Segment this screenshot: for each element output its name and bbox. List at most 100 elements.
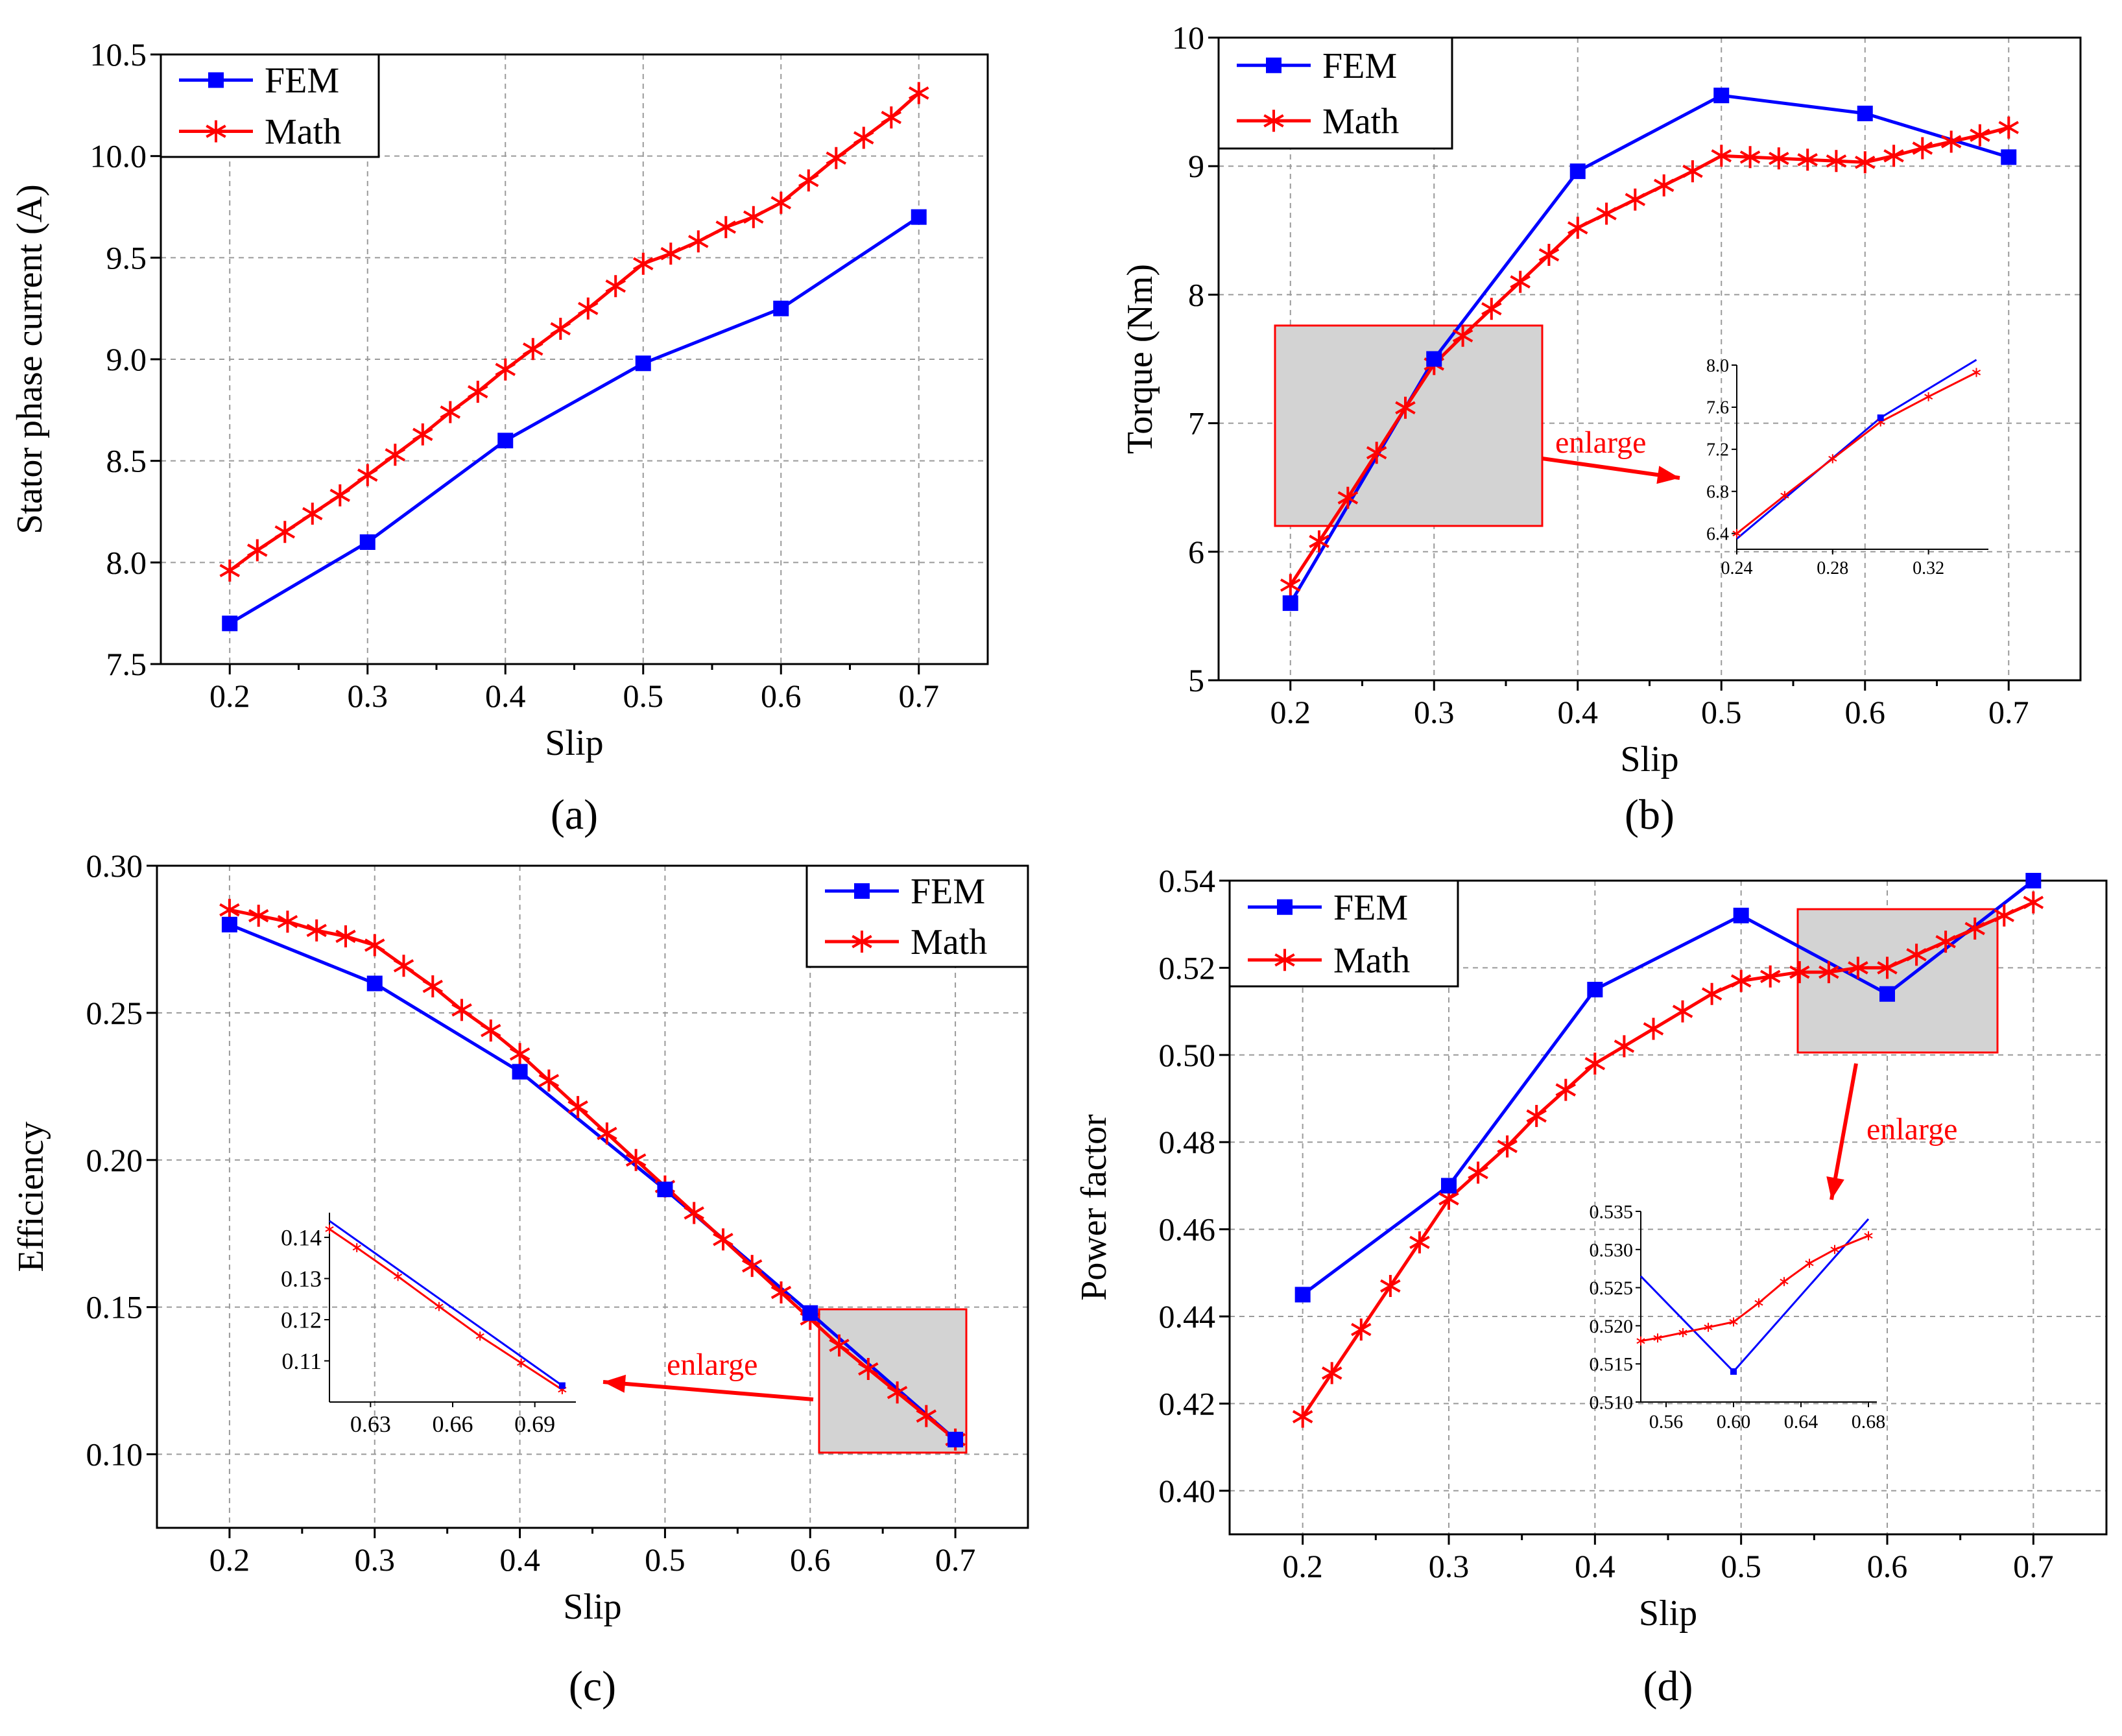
fem-point [911,209,927,225]
math-point [741,1255,763,1278]
y-tick-label: 9.5 [106,239,147,276]
enlarge-arrowhead [1826,1176,1844,1200]
math-point [306,919,327,942]
math-point [1625,188,1646,211]
y-tick-label: 10.5 [90,36,147,73]
math-point [1510,270,1531,293]
panel-label: (a) [551,791,598,838]
inset-y-tick-label: 7.2 [1706,440,1729,460]
x-tick-label: 0.3 [1414,694,1455,730]
math-point [422,975,444,997]
fem-point [802,1305,818,1321]
chart-a-stator-current: 0.2 0.3 0.4 0.5 0.6 0.7 7.5 8.0 8.5 9.0 9.5 10.0 10.… [10,36,989,838]
x-tick-label: 0.6 [761,678,802,714]
math-point [277,910,298,933]
x-tick-label: 0.2 [209,1541,250,1578]
math-point [357,464,378,486]
y-tick-label: 0.30 [86,848,143,884]
fem-point [1426,351,1442,367]
chart-c-efficiency: 0.2 0.3 0.4 0.5 0.6 0.7 0.10 0.15 0.20 0.25 0.30 Sl… [11,848,1029,1710]
y-tick-label: 0.54 [1159,862,1216,899]
inset-x-tick-label: 0.60 [1717,1411,1751,1433]
math-point [1380,1275,1401,1297]
y-tick-label: 9 [1188,148,1204,184]
x-tick-label: 0.3 [355,1541,396,1578]
x-tick-label: 0.5 [1721,1548,1761,1584]
fem-series-line [1302,879,2034,1296]
chart-b-torque: 0.2 0.3 0.4 0.5 0.6 0.7 5 6 7 8 9 10 Slip Torque (Nm)… [1120,19,2082,838]
legend-label: Math [265,112,341,152]
x-tick-label: 0.2 [209,678,250,714]
math-point [605,275,626,298]
math-point [1730,969,1752,992]
y-tick-label: 10 [1172,19,1204,56]
math-point [743,206,764,228]
x-tick-label: 0.4 [1558,694,1599,730]
math-point [302,503,323,525]
math-point [1789,961,1810,984]
fem-series-line [228,923,957,1441]
inset-y-tick-label: 0.510 [1590,1392,1634,1414]
math-point [412,423,433,446]
math-point [248,905,269,927]
math-point [1614,1035,1635,1058]
math-point [1538,244,1560,266]
x-tick-label: 0.2 [1270,694,1311,730]
y-tick-label: 5 [1188,662,1204,698]
enlarge-arrowhead [603,1374,626,1393]
y-axis-label: Efficiency [11,1121,51,1272]
math-point [364,934,385,957]
math-point [1970,124,1990,147]
panel-label: (c) [569,1663,616,1710]
math-point [1468,1161,1488,1184]
math-point [1935,931,1956,953]
fem-point [2025,873,2042,888]
math-point [684,1202,704,1224]
y-axis-label: Power factor [1074,1114,1114,1301]
math-point [440,401,460,423]
inset-math-point [325,1224,334,1234]
legend-box [805,864,1029,968]
legend-marker-math [1263,110,1284,132]
x-tick-label: 0.5 [1701,694,1742,730]
fem-point [1733,907,1749,923]
math-point [578,297,599,320]
legend-box [1217,36,1453,150]
x-axis-label: Slip [1620,739,1678,779]
inset-math-point [1653,1333,1662,1343]
legend-marker-fem [1266,57,1282,73]
y-axis-label: Stator phase current (A) [10,184,50,534]
legend-marker-math [206,120,226,143]
legend-box [160,53,380,158]
inset-x-tick-label: 0.68 [1852,1411,1886,1433]
legend-label: FEM [1322,46,1397,86]
math-point [1366,442,1387,464]
math-point [1672,1000,1693,1023]
inset-x-tick-label: 0.28 [1817,558,1848,578]
fem-point [1857,105,1873,121]
fem-point [2001,149,2017,165]
fem-point [359,534,376,550]
x-tick-label: 0.5 [623,678,664,714]
math-point [1940,130,1962,153]
legend-label: Math [1322,101,1399,141]
y-tick-label: 7 [1188,405,1204,442]
math-point [1760,965,1781,988]
inset-x-tick-label: 0.66 [433,1411,473,1437]
math-point [625,1148,647,1171]
x-tick-label: 0.7 [899,678,940,714]
legend-label: Math [911,922,987,962]
math-point [567,1096,588,1119]
inset-math-point [475,1331,484,1341]
inset-y-tick-label: 0.11 [281,1348,322,1374]
y-tick-label: 0.10 [86,1436,143,1473]
x-axis-label: Slip [563,1587,621,1627]
inset-y-tick-label: 0.12 [281,1307,322,1333]
math-point [597,1122,617,1145]
y-tick-label: 0.42 [1159,1385,1216,1421]
legend-marker-math [852,931,872,953]
panel-label: (d) [1643,1663,1693,1710]
math-point [1526,1104,1547,1127]
inset-math-point [393,1272,403,1281]
